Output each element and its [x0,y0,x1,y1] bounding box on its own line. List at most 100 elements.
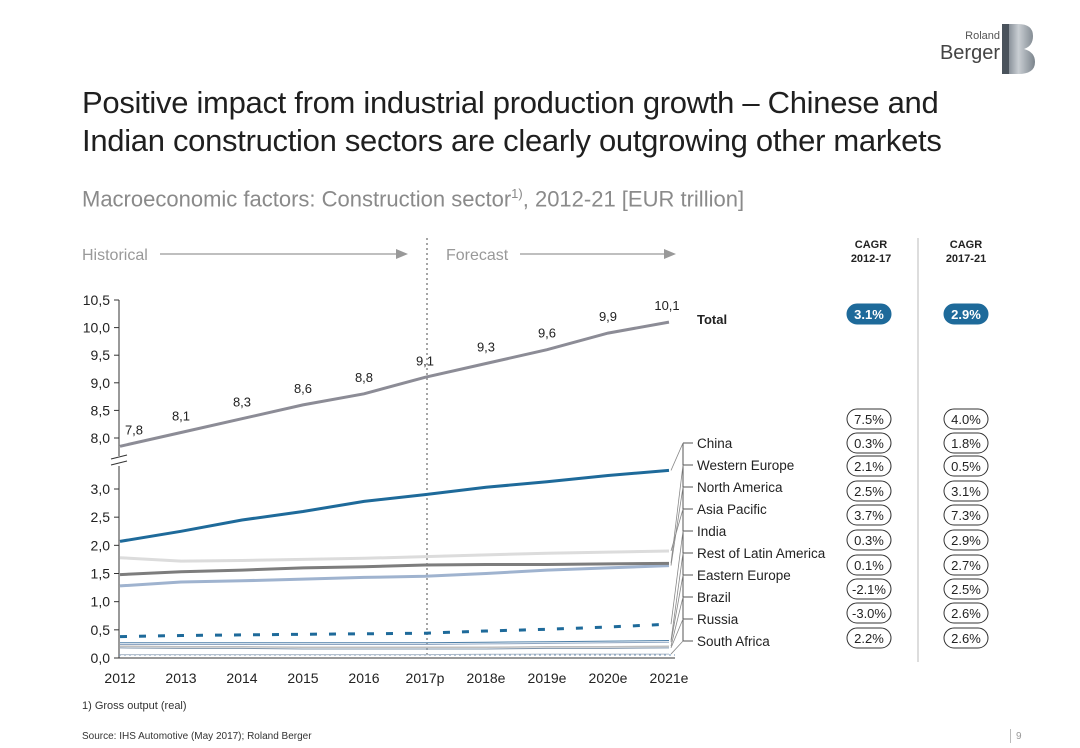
cagr-2012-17-brazil-pill [846,578,892,600]
leader-line-russia [670,618,684,649]
cagr-2012-17-russia-pill [846,602,892,624]
cagr-2012-17-china: 7.5% [854,412,884,427]
subtitle-tail: , 2012-21 [EUR trillion] [522,186,745,212]
cagr-2012-17-eastern-europe-pill [846,554,892,576]
cagr-2012-17-western-europe: 0.3% [854,436,884,451]
cagr-2017-21-rest-of-latin-america-pill [943,529,989,551]
legend-label-brazil: Brazil [697,590,731,605]
cagr-2012-17-north-america: 2.1% [854,459,884,474]
cagr-2012-17-north-america-pill [846,455,892,477]
legend-label-rest-of-latin-america: Rest of Latin America [697,546,826,561]
data-label-total-2015: 8,6 [294,381,312,396]
construction-sector-chart: Historical Forecast 8,0 8,5 9,0 9,5 10,0 10,5… [82,238,989,686]
leader-line-rest-of-latin-america [670,552,684,641]
cagr-2017-21-total-pill [943,303,989,325]
legend-label-russia: Russia [697,612,739,627]
subtitle-footnote-mark: 1) [511,186,523,201]
cagr-2017-21-india: 7.3% [951,508,981,523]
cagr-2017-21-russia: 2.6% [951,606,981,621]
data-label-total-2019e: 9,6 [538,326,556,341]
slide-title: Positive impact from industrial producti… [82,84,982,160]
cagr-2017-21-asia-pacific-pill [943,480,989,502]
series-line-rest-of-latin-america [120,640,670,644]
cagr-2012-17-total: 3.1% [854,307,884,322]
cagr-2012-17-rest-of-latin-america-pill [846,529,892,551]
source-note: Source: IHS Automotive (May 2017); Rolan… [82,731,312,742]
forecast-arrowhead-icon [664,249,676,259]
leader-line-india [670,530,684,625]
chart-static-layer: Historical Forecast [82,238,919,662]
cagr-2017-21-brazil-pill [943,578,989,600]
legend-label-china: China [697,436,733,451]
title-line-2: Indian construction sectors are clearly … [82,123,942,158]
y-tick-label-upper-0: 8,0 [91,430,111,446]
title-line-1: Positive impact from industrial producti… [82,85,939,120]
y-tick-label-lower-6: 3,0 [91,481,111,497]
forecast-label: Forecast [446,247,509,264]
chart-subtitle: Macroeconomic factors: Construction sect… [82,186,744,212]
cagr-2017-21-russia-pill [943,602,989,624]
cagr-2012-17-western-europe-pill [846,432,892,454]
data-label-total-2013: 8,1 [172,408,190,423]
cagr-2012-17-brazil: -2.1% [852,582,886,597]
cagr-header-2017-21: CAGR 2017-21 [931,238,1001,266]
cagr-header-2017-21-line2: 2017-21 [945,253,987,265]
logo-berger-text: Berger [939,42,1000,64]
legend-label-asia-pacific: Asia Pacific [697,502,767,517]
cagr-2017-21-brazil: 2.5% [951,582,981,597]
data-label-total-2014: 8,3 [233,395,251,410]
cagr-2017-21-rest-of-latin-america: 2.9% [951,533,981,548]
y-tick-label-lower-3: 1,5 [91,566,111,582]
historical-arrowhead-icon [396,249,408,259]
cagr-header-2017-21-line1: CAGR [949,239,983,251]
page-number-divider [1010,729,1011,743]
cagr-2012-17-india: 3.7% [854,508,884,523]
series-line-western-europe [119,561,670,577]
cagr-header-2012-17-line2: 2012-17 [850,253,892,265]
y-tick-label-lower-1: 0,5 [91,622,111,638]
cagr-2012-17-china-pill [846,408,892,430]
cagr-2017-21-north-america-pill [943,455,989,477]
x-tick-label-2016: 2016 [348,670,379,686]
legend-label-south-africa: South Africa [697,634,770,649]
cagr-2017-21-south-africa: 2.6% [951,631,981,646]
leader-line-western-europe [670,464,684,564]
leader-line-brazil [670,596,684,647]
legend-label-western-europe: Western Europe [697,458,794,473]
data-label-total-2012: 7,8 [125,422,143,437]
roland-berger-logo: Roland Berger [940,22,1058,80]
series-line-asia-pacific [119,549,670,563]
cagr-2017-21-china: 4.0% [951,412,981,427]
y-tick-label-lower-0: 0,0 [91,650,111,666]
x-tick-label-2021e: 2021e [650,670,689,686]
cagr-2012-17-india-pill [846,504,892,526]
logo-b-mark [1002,24,1035,74]
cagr-2012-17-south-africa: 2.2% [854,631,884,646]
data-label-total-2017p: 9,1 [416,353,434,368]
legend-label-eastern-europe: Eastern Europe [697,568,791,583]
cagr-2017-21-eastern-europe-pill [943,554,989,576]
historical-label: Historical [82,247,148,264]
x-tick-label-2014: 2014 [226,670,257,686]
series-line-russia [119,647,670,650]
cagr-2012-17-eastern-europe: 0.1% [854,558,884,573]
data-label-total-2021e: 10,1 [654,298,679,313]
series-line-india [119,622,670,639]
leader-line-south-africa [670,640,684,655]
series-line-south-africa [120,653,669,656]
cagr-2012-17-asia-pacific-pill [846,480,892,502]
cagr-2017-21-asia-pacific: 3.1% [951,484,981,499]
cagr-2012-17-south-africa-pill [846,627,892,649]
y-tick-label-upper-2: 9,0 [91,375,111,391]
cagr-2017-21-western-europe-pill [943,432,989,454]
subtitle-main: Macroeconomic factors: Construction sect… [82,186,512,212]
cagr-2012-17-russia: -3.0% [852,606,886,621]
legend-label-north-america: North America [697,480,783,495]
legend-label-total: Total [697,312,727,327]
cagr-2017-21-total: 2.9% [951,307,981,322]
x-tick-label-2018e: 2018e [467,670,506,686]
leader-line-north-america [670,486,684,566]
x-tick-label-2017p: 2017p [406,670,445,686]
y-tick-label-upper-3: 9,5 [91,347,111,363]
leader-line-eastern-europe [670,574,684,643]
